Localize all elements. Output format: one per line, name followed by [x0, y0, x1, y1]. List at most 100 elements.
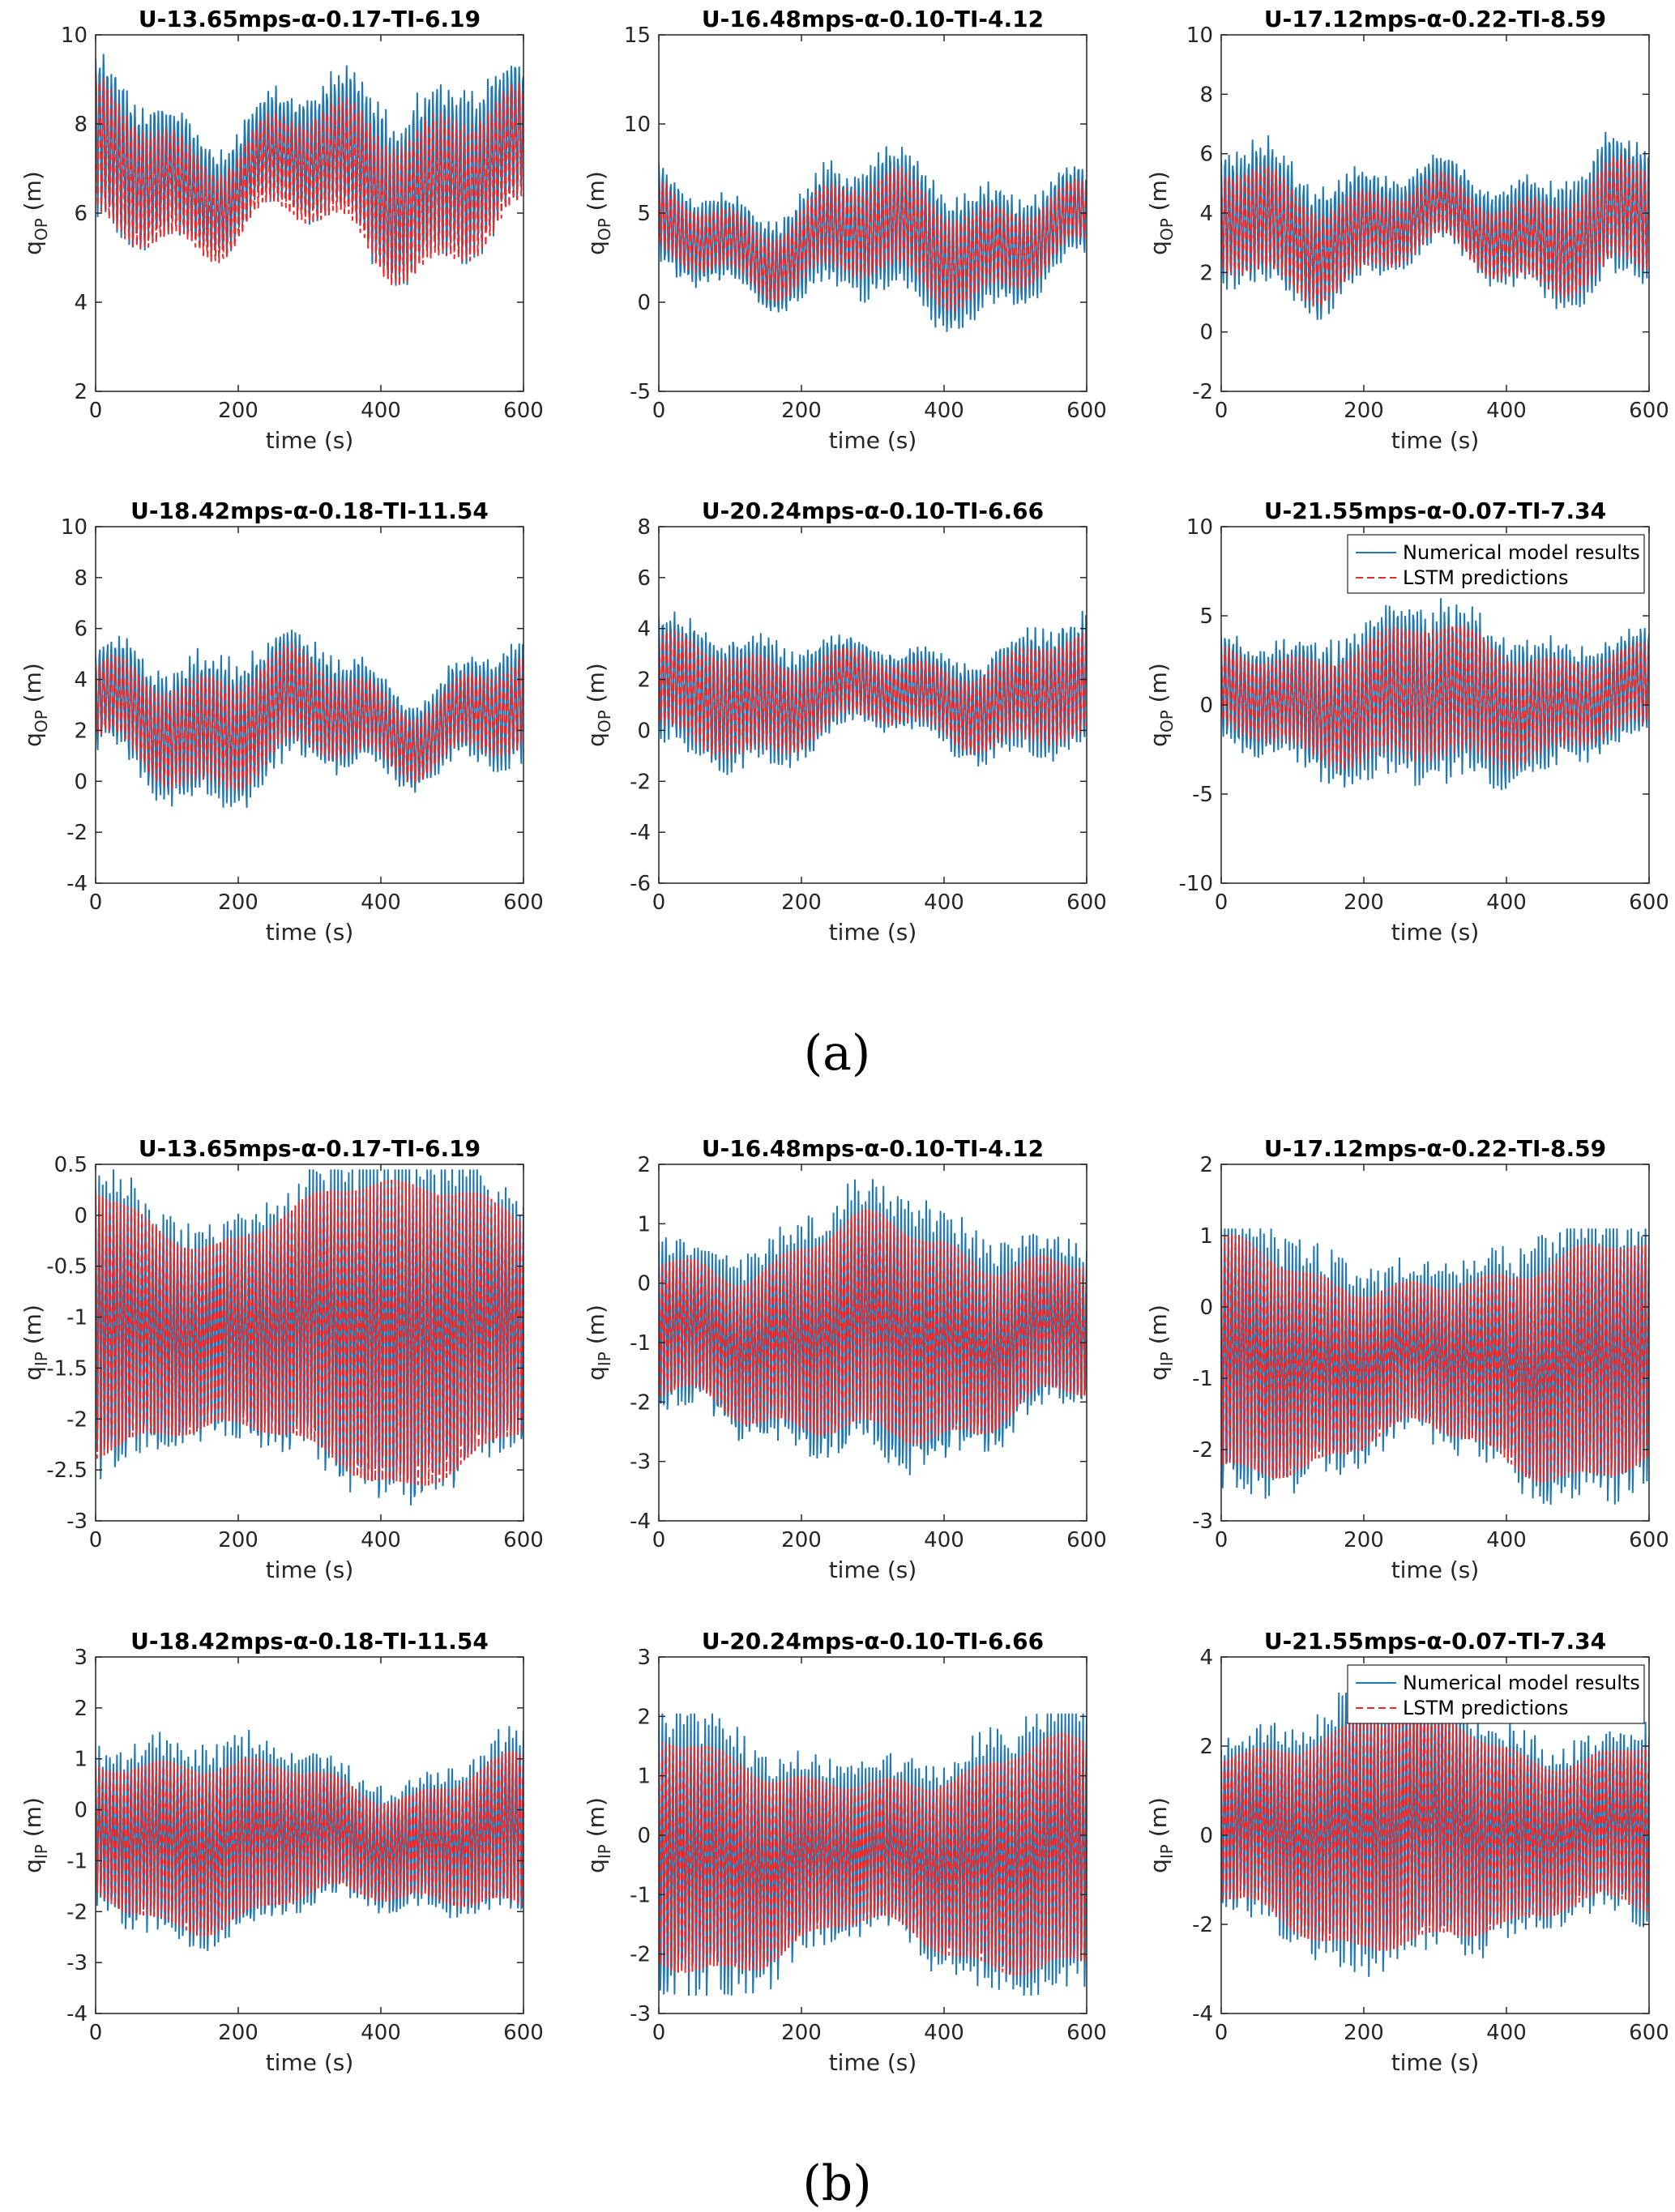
y-tick-label: 2 — [74, 380, 88, 404]
x-tick-label: 0 — [1215, 1528, 1228, 1552]
y-axis-label: qOP (m) — [1145, 663, 1177, 747]
x-tick-label: 400 — [361, 1528, 401, 1552]
y-tick-label: 0.5 — [54, 1153, 88, 1177]
chart-panel: U-13.65mps-α-0.17-TI-6.19 0 200 400 600 -3 -2.… — [19, 1135, 544, 1583]
y-tick-label: 0 — [1199, 321, 1213, 345]
series-line-lstm — [659, 167, 1087, 313]
x-axis-label: time (s) — [1391, 2049, 1480, 2076]
y-tick-label: -3 — [1192, 1510, 1213, 1534]
legend-label-lstm: LSTM predictions — [1403, 1697, 1569, 1719]
y-tick-label: -1 — [630, 1331, 651, 1356]
series-line-lstm — [96, 1179, 523, 1486]
y-axis-label: qIP (m) — [19, 1797, 51, 1873]
y-tick-label: 2 — [1199, 261, 1213, 285]
axes-box — [1220, 1164, 1650, 1522]
y-tick-label: 10 — [61, 515, 88, 540]
y-tick-label: 0 — [637, 291, 651, 315]
x-tick-label: 600 — [1629, 399, 1669, 423]
chart-title: U-16.48mps-α-0.10-TI-4.12 — [702, 1135, 1044, 1162]
y-tick-label: -1 — [66, 1849, 88, 1873]
x-tick-label: 0 — [89, 2021, 103, 2045]
y-tick-label: -2 — [1192, 1438, 1213, 1463]
x-axis-label: time (s) — [829, 1557, 917, 1583]
series-line-lstm — [1221, 623, 1649, 771]
x-tick-label: 400 — [361, 399, 401, 423]
series-line-lstm — [659, 1732, 1087, 1976]
chart-panel: U-16.48mps-α-0.10-TI-4.120 200 400 600-5051… — [583, 6, 1107, 454]
x-tick-label: 0 — [652, 399, 666, 423]
x-axis-label: time (s) — [266, 2049, 354, 2076]
x-tick-label: 200 — [781, 2021, 822, 2045]
x-tick-label: 600 — [1629, 1528, 1669, 1552]
x-tick-label: 400 — [1486, 2021, 1527, 2045]
y-tick-label: -4 — [1192, 2002, 1213, 2026]
chart-title: U-20.24mps-α-0.10-TI-6.66 — [702, 1628, 1044, 1655]
x-tick-label: 400 — [924, 890, 964, 915]
chart-panel: U-21.55mps-α-0.07-TI-7.34 0 200 400 600 -10 -5… — [1145, 497, 1669, 946]
legend-box — [1347, 1664, 1645, 1724]
y-tick-label: 2 — [1199, 1153, 1213, 1177]
y-tick-label: 4 — [1199, 1646, 1213, 1670]
y-tick-label: 10 — [61, 23, 88, 48]
x-tick-label: 200 — [218, 1528, 259, 1552]
legend-label-numerical: Numerical model results — [1403, 541, 1640, 564]
chart-title: U-20.24mps-α-0.10-TI-6.66 — [702, 497, 1044, 524]
y-tick-label: -3 — [630, 1450, 651, 1475]
y-tick-label: -4 — [630, 821, 651, 845]
x-tick-label: 600 — [1629, 890, 1669, 915]
y-tick-label: 8 — [637, 515, 651, 540]
y-tick-label: -2 — [66, 821, 88, 845]
series-line-lstm — [1221, 1234, 1649, 1483]
x-tick-label: 600 — [503, 890, 544, 915]
x-tick-label: 600 — [1066, 890, 1107, 915]
series-line-numerical — [96, 1726, 523, 1951]
y-tick-label: 1 — [1199, 1224, 1213, 1249]
y-tick-label: 0 — [637, 1824, 651, 1848]
y-axis-label: qIP (m) — [1145, 1797, 1177, 1873]
legend-box — [1347, 534, 1645, 594]
y-tick-label: -2 — [630, 1390, 651, 1415]
y-tick-label: 5 — [1199, 604, 1213, 629]
series-line-numerical — [96, 630, 523, 809]
x-tick-label: 200 — [218, 399, 259, 423]
chart-panel: U-20.24mps-α-0.10-TI-6.66 0 200 400 600 -3 -2 -… — [583, 1628, 1107, 2076]
axes-box — [95, 526, 524, 884]
y-tick-label: -1 — [1192, 1367, 1213, 1391]
axes-box — [95, 1164, 524, 1522]
y-tick-label: 5 — [637, 202, 651, 226]
x-tick-label: 600 — [1066, 1528, 1107, 1552]
y-tick-label: 0 — [1199, 1824, 1213, 1848]
x-axis-label: time (s) — [1391, 919, 1480, 946]
chart-title: U-18.42mps-α-0.18-TI-11.54 — [130, 1628, 489, 1655]
y-tick-label: 4 — [74, 668, 88, 693]
y-tick-label: 6 — [637, 566, 651, 591]
x-tick-label: 600 — [1629, 2021, 1669, 2045]
x-tick-label: 400 — [361, 890, 401, 915]
y-tick-label: 6 — [1199, 143, 1213, 167]
y-axis-label: qOP (m) — [583, 663, 614, 747]
x-tick-label: 0 — [652, 2021, 666, 2045]
series-line-lstm — [659, 1209, 1087, 1445]
y-tick-label: 0 — [637, 1272, 651, 1296]
y-axis-label: qOP (m) — [1145, 171, 1177, 255]
y-tick-label: 2 — [637, 668, 651, 693]
y-tick-label: 0 — [74, 770, 88, 794]
y-tick-label: 0 — [74, 1204, 88, 1228]
panels: U-13.65mps-α-0.17-TI-6.190 200 400 60024681… — [19, 6, 1669, 2076]
legend-label-lstm: LSTM predictions — [1403, 566, 1569, 589]
chart-title: U-16.48mps-α-0.10-TI-4.12 — [702, 6, 1044, 32]
series-line-numerical — [659, 1713, 1087, 1996]
x-tick-label: 600 — [503, 1528, 544, 1552]
y-tick-label: -1 — [66, 1306, 88, 1330]
y-tick-label: -2 — [1192, 1913, 1213, 1937]
y-tick-label: 2 — [1199, 1735, 1213, 1759]
series-line-lstm — [1221, 155, 1649, 306]
x-tick-label: 200 — [1344, 890, 1384, 915]
y-tick-label: 6 — [74, 202, 88, 226]
x-tick-label: 0 — [89, 1528, 103, 1552]
plot-area — [659, 35, 1087, 391]
chart-panel: U-21.55mps-α-0.07-TI-7.34 0 200 400 600 -4 -2 0… — [1145, 1628, 1669, 2076]
y-tick-label: 2 — [637, 1705, 651, 1729]
y-tick-label: -4 — [66, 872, 88, 896]
